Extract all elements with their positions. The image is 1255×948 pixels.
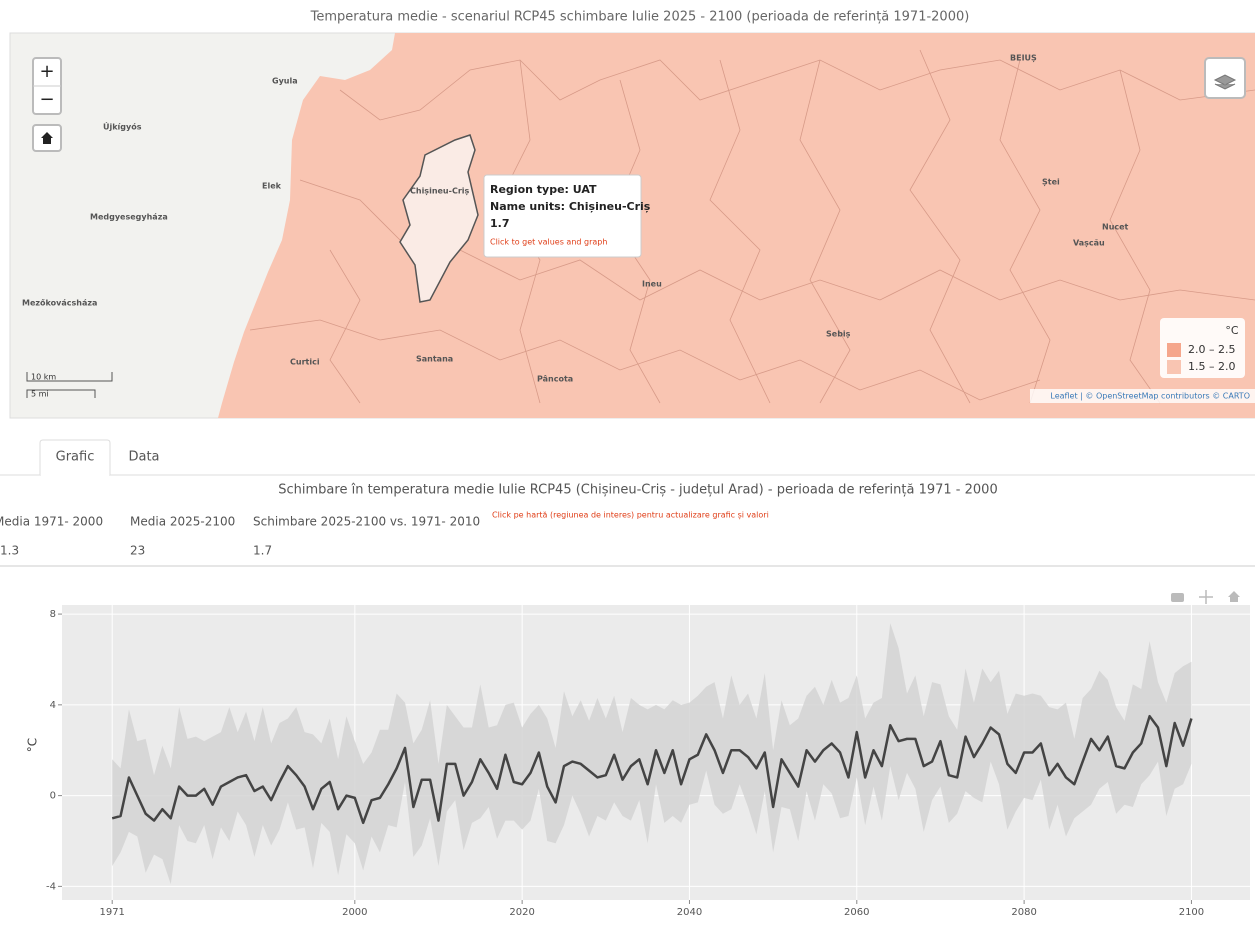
tooltip: [483, 174, 642, 258]
scale-bar: [26, 372, 113, 382]
legend: [1160, 318, 1245, 378]
tooltip-region-type: Region type: UAT: [490, 183, 597, 196]
chart-section-title: Schimbare în temperatura medie Iulie RCP…: [278, 483, 997, 498]
stats-note: Click pe hartă (regiunea de interes) pen…: [492, 511, 769, 521]
x-tick-label: 1971: [99, 907, 124, 918]
scale-bar: [26, 389, 96, 398]
place-label: Curtici: [290, 358, 320, 367]
selected-region[interactable]: [399, 134, 479, 303]
zoom-out-button[interactable]: −: [39, 89, 54, 110]
attribution[interactable]: Leaflet | © OpenStreetMap contributors ©…: [1050, 392, 1250, 401]
stats-header: Schimbare 2025-2100 vs. 1971- 2010: [253, 515, 480, 529]
stats-header: Media 2025-2100: [130, 515, 235, 529]
reset-button[interactable]: [1228, 591, 1240, 602]
tab-active: [39, 439, 111, 475]
x-tick-label: 2020: [509, 907, 534, 918]
x-tick-label: 2000: [342, 907, 367, 918]
stats-value: 1.7: [253, 544, 272, 558]
stats-value: 23: [130, 544, 145, 558]
place-label: Nucet: [1102, 223, 1129, 232]
place-label: Újkígyós: [103, 121, 142, 132]
data-line: [111, 714, 1193, 825]
place-label: Mezőkovácsháza: [22, 299, 97, 308]
place-label: Ștei: [1042, 178, 1060, 188]
confidence-band: [112, 623, 1192, 885]
legend-swatch: [1167, 360, 1181, 374]
legend-label: 2.0 – 2.5: [1188, 343, 1235, 356]
stats-header: Media 1971- 2000: [0, 515, 103, 529]
place-label: Santana: [416, 355, 453, 364]
layers-icon: [1213, 74, 1237, 90]
tooltip-hint[interactable]: Click to get values and graph: [490, 238, 607, 247]
home-icon: [41, 132, 53, 144]
place-label: Chișineu-Criș: [410, 187, 470, 197]
place-label: Ineu: [642, 280, 662, 289]
y-tick-label: -4: [46, 881, 56, 892]
tooltip-value: 1.7: [490, 217, 510, 230]
region-area: [218, 33, 1255, 418]
x-tick-label: 2080: [1011, 907, 1036, 918]
place-label: BEIUȘ: [1010, 54, 1037, 64]
tab[interactable]: Data: [128, 450, 159, 465]
x-tick-label: 2060: [844, 907, 869, 918]
place-label: Pâncota: [537, 375, 573, 384]
chart-toolbar: [1171, 590, 1240, 604]
y-tick-label: 0: [50, 791, 56, 802]
x-tick-label: 2040: [677, 907, 702, 918]
place-label: Vașcău: [1073, 239, 1105, 249]
stats-value: 1.3: [0, 544, 19, 558]
scale-label: 10 km: [31, 373, 56, 382]
legend-label: 1.5 – 2.0: [1188, 360, 1235, 373]
y-axis-label: °C: [26, 738, 40, 752]
map-title: Temperatura medie - scenariul RCP45 schi…: [310, 10, 970, 25]
x-tick-label: 2100: [1179, 907, 1204, 918]
camera-button[interactable]: [1171, 593, 1184, 602]
place-label: Sebiș: [826, 330, 851, 340]
place-label: Medgyesegyháza: [90, 213, 168, 222]
pan-button[interactable]: [1199, 590, 1213, 604]
scale-label: 5 mi: [31, 390, 49, 399]
legend-swatch: [1167, 343, 1181, 357]
y-tick-label: 4: [50, 700, 56, 711]
place-label: Elek: [262, 182, 282, 191]
attribution-box: [1030, 389, 1255, 403]
tooltip-name: Name units: Chișineu-Criș: [490, 200, 651, 213]
tab[interactable]: Grafic: [56, 450, 95, 465]
y-tick-label: 8: [50, 609, 56, 620]
legend-title: °C: [1225, 324, 1239, 337]
place-label: Gyula: [272, 77, 298, 86]
zoom-in-button[interactable]: +: [39, 61, 54, 82]
